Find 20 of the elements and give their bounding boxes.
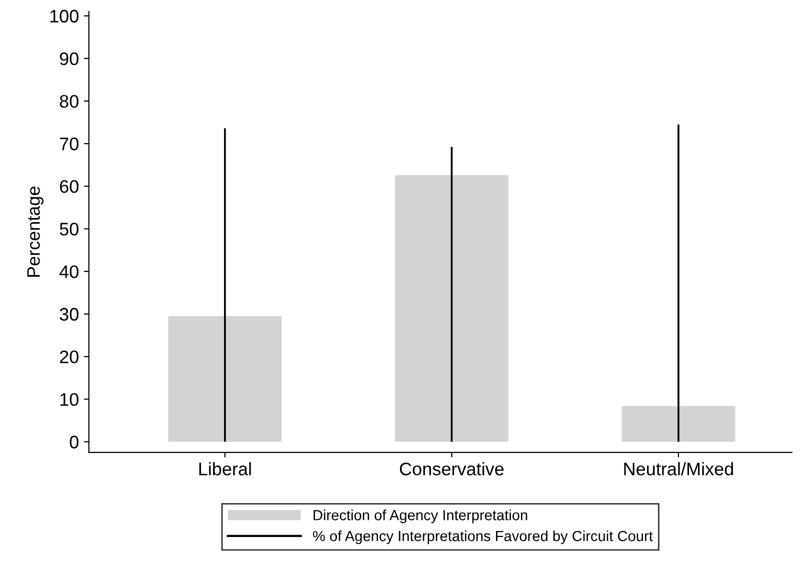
legend-label: % of Agency Interpretations Favored by Circuit Court — [312, 530, 653, 544]
y-tick-label: 20 — [60, 350, 78, 364]
y-tick-label: 10 — [60, 393, 78, 406]
x-tick-label: Liberal — [199, 462, 251, 476]
bar — [168, 316, 282, 442]
bar — [622, 406, 736, 442]
bar — [395, 175, 508, 442]
y-tick-label: 0 — [70, 436, 78, 448]
x-tick-label: Conservative — [400, 462, 504, 476]
y-axis-title: Percentage — [27, 186, 44, 277]
x-tick-label: Neutral/Mixed — [624, 462, 733, 476]
y-tick-label: 100 — [50, 10, 78, 23]
y-tick-label: 60 — [60, 180, 78, 193]
y-tick-label: 70 — [60, 138, 78, 150]
y-tick-label: 80 — [60, 94, 78, 108]
legend-label: Direction of Agency Interpretation — [314, 510, 528, 524]
y-tick-label: 40 — [59, 265, 78, 278]
y-tick-label: 30 — [60, 308, 78, 321]
y-tick-label: 50 — [60, 222, 78, 236]
y-tick-label: 90 — [60, 52, 78, 66]
